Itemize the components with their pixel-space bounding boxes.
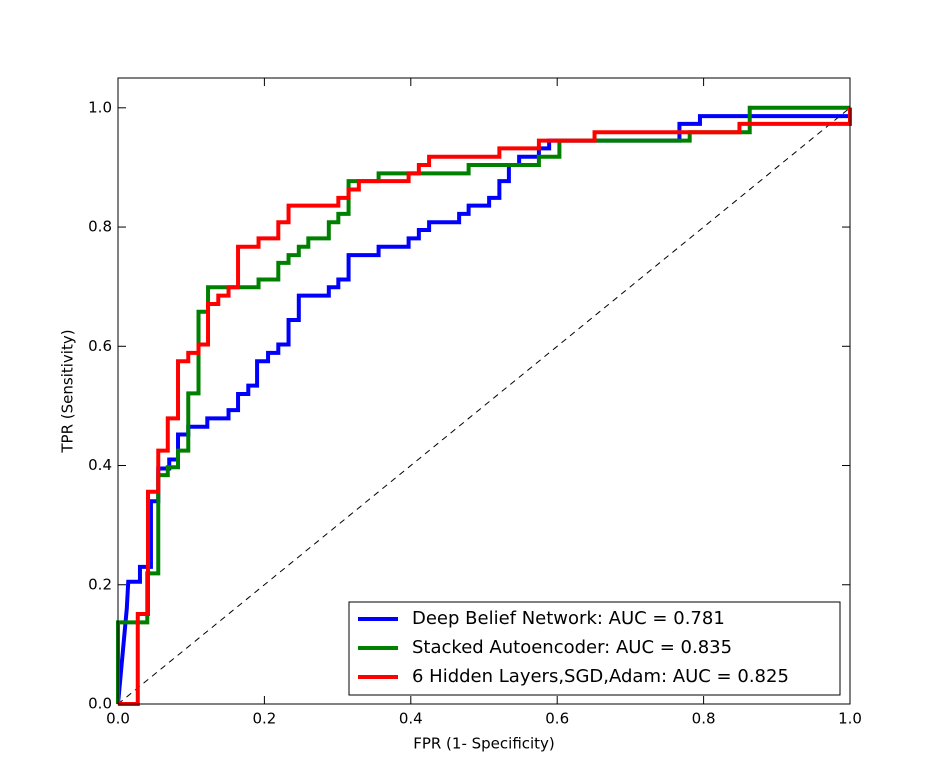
roc-curve	[118, 107, 852, 706]
legend-label: Stacked Autoencoder: AUC = 0.835	[412, 637, 732, 658]
x-tick-label: 0.6	[545, 710, 569, 728]
y-tick-label: 0.0	[88, 695, 112, 713]
x-tick-label: 0.0	[106, 710, 130, 728]
y-tick-label: 0.6	[88, 337, 112, 355]
legend: Deep Belief Network: AUC = 0.781 Stacked …	[348, 601, 841, 696]
y-axis-label: TPR (Sensitivity)	[59, 329, 77, 453]
y-tick-label: 0.4	[88, 456, 112, 474]
y-tick-label: 0.2	[88, 575, 112, 593]
y-tick-label: 0.8	[88, 218, 112, 236]
legend-box	[348, 601, 841, 696]
x-tick-label: 0.4	[399, 710, 423, 728]
x-axis-label: FPR (1- Specificity)	[413, 735, 555, 753]
roc-curve	[116, 105, 850, 704]
plot-frame	[117, 77, 851, 705]
legend-label: Deep Belief Network: AUC = 0.781	[412, 608, 725, 629]
chance-line	[117, 107, 851, 705]
legend-label: 6 Hidden Layers,SGD,Adam: AUC = 0.825	[412, 666, 789, 687]
x-tick-label: 0.8	[692, 710, 716, 728]
x-tick-label: 0.2	[252, 710, 276, 728]
y-tick-label: 1.0	[88, 98, 112, 116]
x-tick-label: 1.0	[838, 710, 862, 728]
